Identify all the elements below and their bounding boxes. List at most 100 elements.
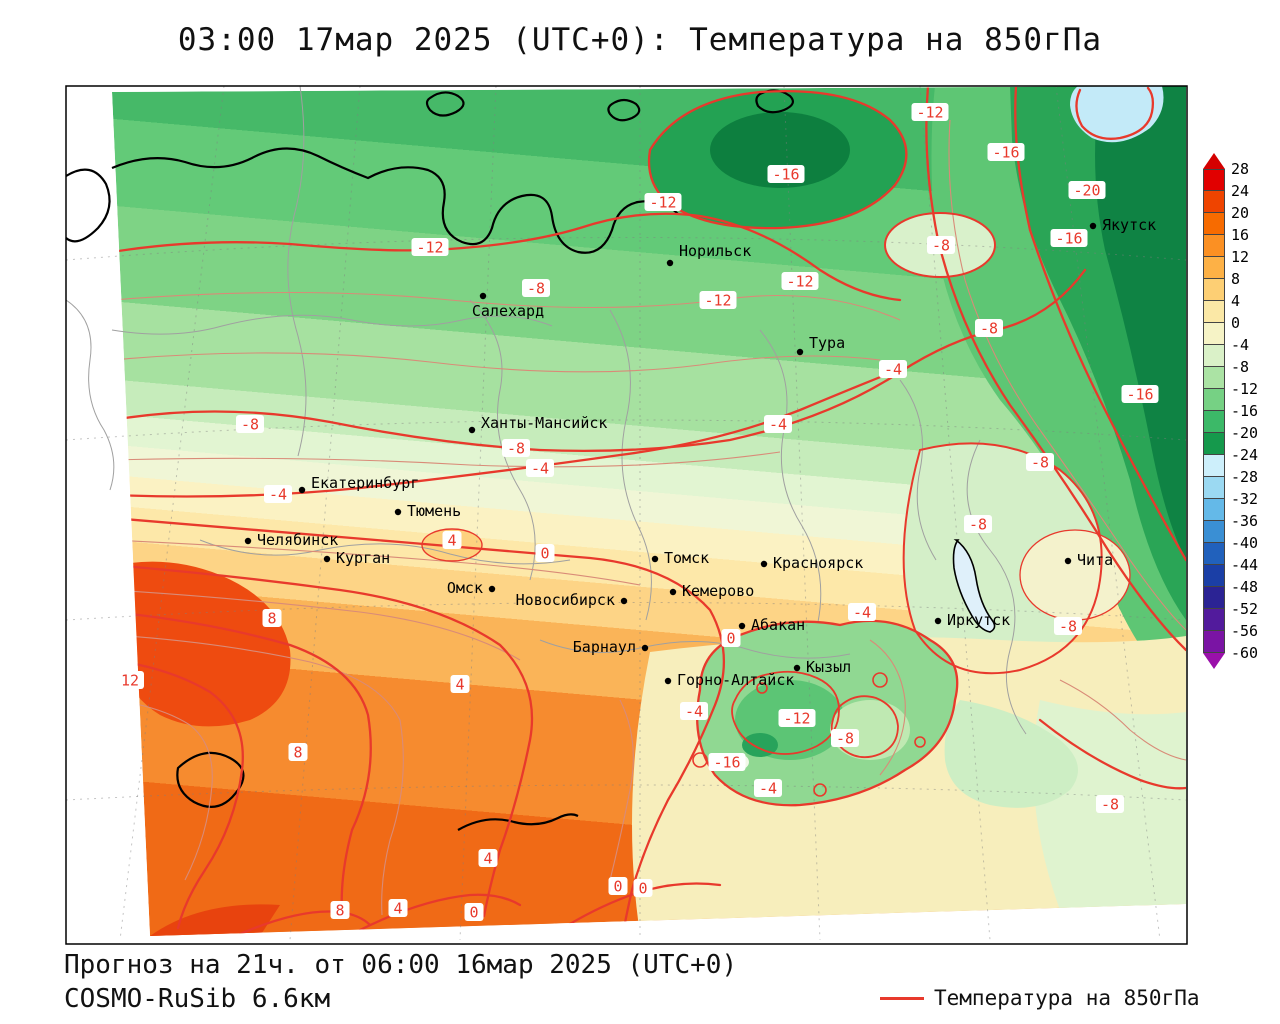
city-label: Норильск <box>679 242 751 260</box>
colorbar-cell <box>1204 433 1224 455</box>
contour-label: -8 <box>927 236 955 255</box>
map-area: -12 -16 -16 -20 -12 -16 -8 -12 -12 -8 -12 -8 -4 -16 -8… <box>65 85 1188 945</box>
colorbar-cell <box>1204 235 1224 257</box>
contour-label-text: 8 <box>267 610 276 628</box>
city-marker: Курган <box>323 549 390 567</box>
city-label: Иркутск <box>947 611 1010 629</box>
city-marker: Тюмень <box>394 502 461 520</box>
contour-label: -12 <box>411 238 449 257</box>
city-marker: Кемерово <box>669 582 754 600</box>
footer: Прогноз на 21ч. от 06:00 16мар 2025 (UTC… <box>64 948 737 1016</box>
contour-label-text: 0 <box>613 878 622 896</box>
city-marker: Барнаул <box>573 638 649 656</box>
contour-label-bg <box>721 629 741 647</box>
contour-label-text: 4 <box>447 532 456 550</box>
contour-label: -4 <box>879 360 907 379</box>
contour-label-text: -16 <box>1055 230 1082 248</box>
contour-label: -8 <box>1054 617 1082 636</box>
city-label: Барнаул <box>573 638 636 656</box>
contour-label-text: -4 <box>884 361 902 379</box>
city-marker: Тура <box>796 334 845 356</box>
city-marker: Новосибирск <box>516 591 628 609</box>
contour-label-text: 0 <box>726 630 735 648</box>
city-dot <box>738 622 746 630</box>
contour-label: -4 <box>680 702 708 721</box>
colorbar-tick: 16 <box>1231 226 1250 244</box>
contour-label-bg <box>388 899 408 917</box>
contour-label: -16 <box>1050 229 1088 248</box>
contour-label: -16 <box>767 165 805 184</box>
city-label: Екатеринбург <box>311 474 419 492</box>
colorbar-tick: -36 <box>1231 512 1259 530</box>
colorbar-tick: 24 <box>1231 182 1250 200</box>
contour-label: -4 <box>764 415 792 434</box>
contour-label-text: -16 <box>1126 386 1153 404</box>
contour-label-bg <box>879 360 907 378</box>
colorbar-tick: -40 <box>1231 534 1259 552</box>
colorbar-tick: -16 <box>1231 402 1259 420</box>
colorbar-tick: 8 <box>1231 270 1241 288</box>
contour-label-bg <box>987 143 1025 161</box>
city-marker: Салехард <box>472 292 544 320</box>
city-label: Тура <box>809 334 845 352</box>
contour-label-bg <box>288 743 308 761</box>
contour-label: 0 <box>535 544 555 563</box>
colorbar-cell <box>1204 367 1224 389</box>
contour-label-bg <box>264 485 292 503</box>
contour-label: -4 <box>526 459 554 478</box>
colorbar-cell <box>1204 565 1224 587</box>
city-marker: Якутск <box>1089 216 1156 234</box>
city-label: Тюмень <box>407 502 461 520</box>
coastline <box>65 89 996 831</box>
contour-label-bg <box>1050 229 1088 247</box>
contour-label-text: -8 <box>241 416 259 434</box>
city-dot <box>1064 557 1072 565</box>
contour-label-text: -8 <box>980 320 998 338</box>
contour-label-text: -8 <box>969 516 987 534</box>
contour-label-bg <box>831 729 859 747</box>
map-frame <box>65 85 1188 945</box>
city-marker: Челябинск <box>244 531 338 549</box>
contour-label-text: -8 <box>507 440 525 458</box>
colorbar-tick: -60 <box>1231 644 1259 662</box>
contour-label-bg <box>1054 617 1082 635</box>
contour-label-bg <box>526 459 554 477</box>
colorbar-cell <box>1204 213 1224 235</box>
contour-label-bg <box>116 671 144 689</box>
city-dot <box>488 585 496 593</box>
city-dot <box>323 555 331 563</box>
contour-label-text: 0 <box>540 545 549 563</box>
contour-label-bg <box>964 515 992 533</box>
contour-label: -8 <box>522 279 550 298</box>
contour-labels-layer: -12 -16 -16 -20 -12 -16 -8 -12 -12 -8 -12 -8 -4 -16 -8… <box>116 103 1159 922</box>
contour-label-bg <box>1068 181 1106 199</box>
city-dot <box>394 508 402 516</box>
city-label: Томск <box>664 549 709 567</box>
city-marker: Красноярск <box>760 554 863 572</box>
contour-label-text: 8 <box>293 744 302 762</box>
contour-label: -12 <box>911 103 949 122</box>
contour-label: 8 <box>262 609 282 628</box>
colorbar-down-arrow-icon <box>1203 653 1225 669</box>
colorbar-tick: -20 <box>1231 424 1259 442</box>
contour-label: 12 <box>116 671 144 690</box>
city-dot <box>666 259 674 267</box>
contour-label-bg <box>411 238 449 256</box>
contour-label-text: -16 <box>992 144 1019 162</box>
city-marker: Томск <box>651 549 709 567</box>
contour-label-text: -8 <box>836 730 854 748</box>
graticule <box>65 85 1187 941</box>
contour-label-bg <box>927 236 955 254</box>
admin-boundaries <box>65 85 1027 735</box>
forecast-info: Прогноз на 21ч. от 06:00 16мар 2025 (UTC… <box>64 950 738 980</box>
colorbar-cell <box>1204 389 1224 411</box>
colorbar-tick: -44 <box>1231 556 1259 574</box>
contour-label-bg <box>767 165 805 183</box>
contour-label: -8 <box>236 415 264 434</box>
legend-line <box>880 996 924 1000</box>
contour-label-bg <box>262 609 282 627</box>
city-marker: Иркутск <box>934 611 1010 629</box>
contour-label: 4 <box>388 899 408 918</box>
colorbar-cell <box>1204 301 1224 323</box>
contour-label-text: -4 <box>769 416 787 434</box>
